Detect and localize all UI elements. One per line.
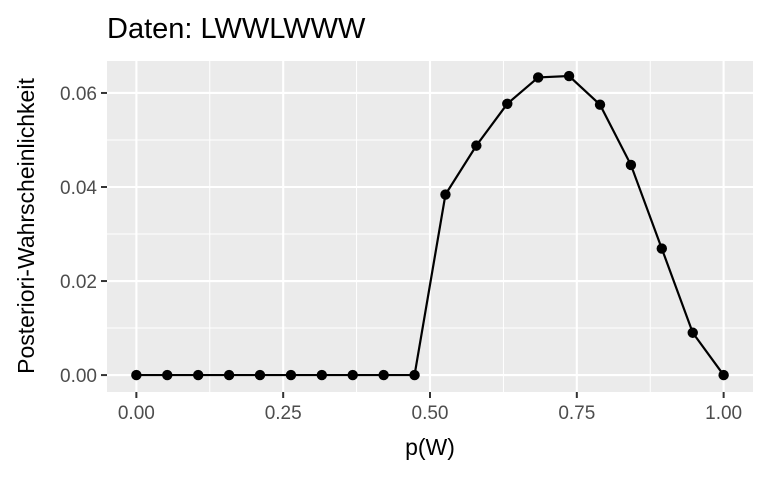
x-tick-label: 0.00 [118, 403, 155, 424]
data-series [131, 70, 729, 381]
x-tick-label: 0.75 [558, 403, 595, 424]
y-tick-label: 0.06 [60, 84, 97, 105]
data-point [440, 189, 451, 200]
data-point [193, 369, 204, 381]
data-point [131, 369, 142, 381]
chart-title: Daten: LWWLWWW [107, 13, 366, 45]
data-point [347, 369, 358, 381]
data-point [502, 98, 513, 109]
data-point [625, 159, 637, 171]
data-point [162, 369, 173, 381]
data-point [656, 243, 667, 254]
x-tick-label: 0.50 [412, 403, 449, 424]
x-tick-label: 1.00 [705, 403, 742, 424]
data-point [223, 369, 235, 381]
data-point [687, 327, 698, 338]
data-point [254, 369, 266, 381]
data-point [471, 140, 482, 151]
data-point [594, 99, 606, 110]
y-axis: 0.00 0.02 0.04 0.06 [60, 84, 107, 387]
data-point [409, 369, 420, 381]
x-axis-title: p(W) [405, 434, 455, 460]
x-axis: 0.00 0.25 0.50 0.75 1.00 [118, 392, 742, 424]
y-tick-label: 0.04 [60, 178, 97, 199]
data-point [378, 369, 389, 381]
data-point [285, 369, 297, 381]
data-point [532, 72, 544, 83]
x-tick-label: 0.25 [265, 403, 302, 424]
y-tick-label: 0.02 [60, 272, 97, 293]
data-point [316, 369, 328, 381]
y-tick-label: 0.00 [60, 366, 97, 387]
data-point [718, 369, 729, 381]
data-point [563, 70, 575, 82]
y-axis-title: Posteriori-Wahrscheinlichkeit [13, 78, 39, 374]
